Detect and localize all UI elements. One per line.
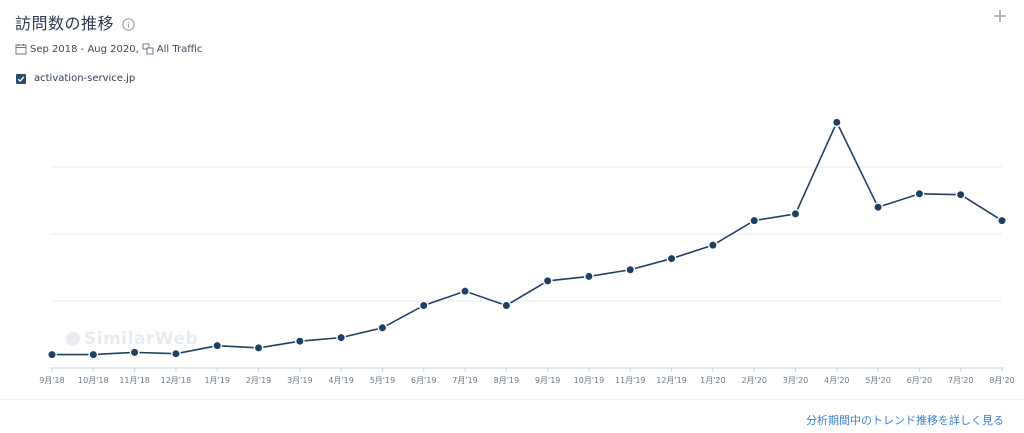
x-tick-label: 9月'18 bbox=[39, 376, 64, 385]
plus-icon[interactable] bbox=[993, 8, 1007, 22]
x-tick-label: 9月'19 bbox=[535, 376, 560, 385]
legend-label: activation-service.jp bbox=[34, 73, 136, 84]
x-tick-label: 4月'19 bbox=[328, 376, 353, 385]
trend-detail-link[interactable]: 分析期間中のトレンド推移を詳しく見る bbox=[806, 414, 1004, 427]
data-point bbox=[377, 322, 388, 333]
traffic-type: All Traffic bbox=[156, 43, 203, 55]
data-point bbox=[253, 342, 264, 353]
data-point bbox=[707, 240, 718, 251]
x-tick-label: 6月'20 bbox=[907, 376, 932, 385]
data-point bbox=[88, 349, 99, 360]
check-icon bbox=[17, 75, 25, 82]
x-tick-label: 10月'19 bbox=[574, 376, 605, 385]
x-tick-label: 7月'20 bbox=[948, 376, 973, 385]
calendar-icon bbox=[15, 43, 27, 55]
x-tick-label: 3月'20 bbox=[783, 376, 808, 385]
x-tick-label: 5月'19 bbox=[370, 376, 395, 385]
x-tick-label: 11月'18 bbox=[119, 376, 150, 385]
data-point bbox=[873, 202, 883, 213]
x-tick-label: 8月'20 bbox=[989, 376, 1014, 385]
data-point bbox=[336, 332, 347, 343]
x-tick-label: 2月'19 bbox=[246, 376, 271, 385]
chart-title: 訪問数の推移 bbox=[15, 14, 115, 33]
chart-subtitle: Sep 2018 - Aug 2020, All Traffic bbox=[15, 43, 202, 55]
x-tick-label: 8月'19 bbox=[494, 376, 519, 385]
data-point bbox=[171, 348, 181, 359]
data-point bbox=[212, 340, 223, 351]
legend: activation-service.jp bbox=[16, 73, 135, 84]
watermark-text: SimilarWeb bbox=[84, 329, 199, 349]
data-point bbox=[294, 336, 305, 347]
data-point bbox=[749, 215, 760, 226]
data-point bbox=[914, 188, 925, 199]
x-tick-label: 4月'20 bbox=[824, 376, 849, 385]
x-tick-label: 1月'19 bbox=[204, 376, 229, 385]
data-point bbox=[831, 117, 842, 128]
x-tick-label: 7月'19 bbox=[452, 376, 477, 385]
x-tick-label: 3月'19 bbox=[287, 376, 312, 385]
x-tick-label: 6月'19 bbox=[411, 376, 436, 385]
footer-divider bbox=[0, 399, 1024, 400]
data-point bbox=[542, 275, 553, 286]
data-point bbox=[129, 347, 140, 358]
watermark: SimilarWeb bbox=[66, 329, 198, 349]
data-point bbox=[955, 189, 966, 200]
data-point bbox=[997, 215, 1007, 226]
title-row: 訪問数の推移 bbox=[15, 10, 202, 34]
data-point bbox=[47, 349, 57, 360]
chart-header: 訪問数の推移 Sep 2018 - Aug 2020, All T bbox=[15, 10, 202, 55]
x-tick-label: 12月'19 bbox=[656, 376, 687, 385]
data-point bbox=[790, 208, 801, 219]
data-point bbox=[418, 300, 429, 311]
x-tick-label: 2月'20 bbox=[741, 376, 766, 385]
date-range: Sep 2018 - Aug 2020, bbox=[30, 43, 139, 55]
data-point bbox=[625, 264, 636, 275]
x-tick-label: 12月'18 bbox=[161, 376, 192, 385]
x-tick-label: 5月'20 bbox=[865, 376, 890, 385]
data-point bbox=[501, 300, 512, 311]
x-tick-label: 11月'19 bbox=[615, 376, 646, 385]
data-point bbox=[584, 271, 594, 282]
traffic-icon bbox=[142, 43, 154, 55]
legend-checkbox[interactable] bbox=[16, 73, 26, 84]
watermark-logo-icon bbox=[66, 332, 80, 346]
x-tick-label: 1月'20 bbox=[700, 376, 725, 385]
data-point bbox=[666, 253, 677, 264]
data-point bbox=[460, 286, 470, 297]
info-icon[interactable] bbox=[122, 16, 135, 31]
series-line bbox=[52, 120, 1003, 356]
x-tick-label: 10月'18 bbox=[78, 376, 109, 385]
